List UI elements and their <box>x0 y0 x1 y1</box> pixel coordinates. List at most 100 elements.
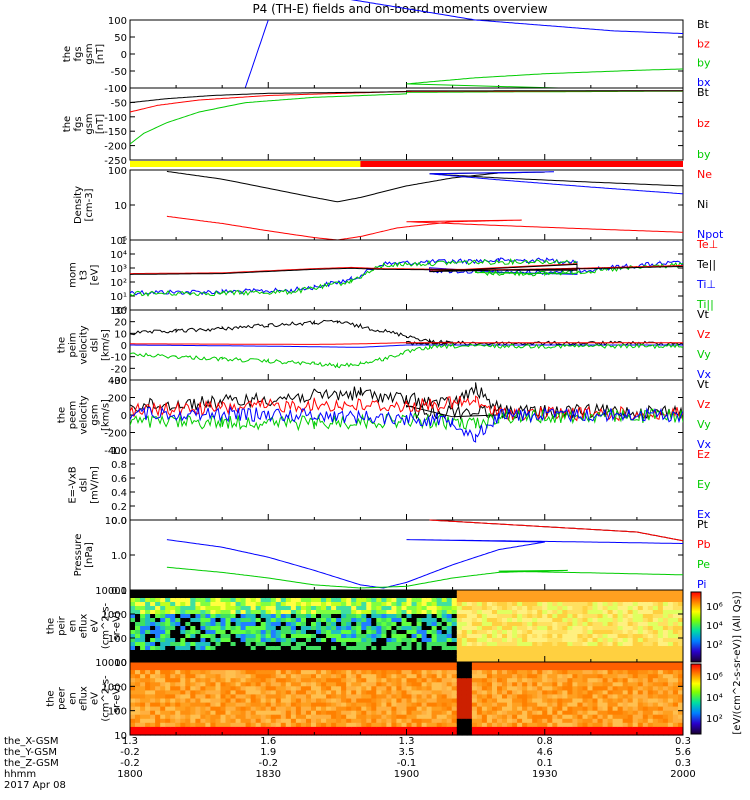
spectrogram-cell <box>567 626 573 631</box>
spectrogram-cell <box>391 606 397 611</box>
spectrogram-cell <box>657 602 664 607</box>
spectrogram-cell <box>527 694 533 700</box>
spectrogram-cell <box>597 662 604 667</box>
spectrogram-cell <box>155 594 161 599</box>
spectrogram-cell <box>481 638 488 643</box>
spectrogram-cell <box>492 610 498 615</box>
spectrogram-cell <box>522 654 528 659</box>
spectrogram-cell <box>175 678 181 683</box>
spectrogram-cell <box>461 682 468 687</box>
spectrogram-cell <box>662 658 669 663</box>
spectrogram-cell <box>652 598 659 603</box>
spectrogram-cell <box>300 602 307 607</box>
spectrogram-cell <box>577 706 583 712</box>
spectrogram-cell <box>170 642 176 647</box>
spectrogram-cell <box>652 690 659 696</box>
spectrogram-cell <box>517 678 523 683</box>
spectrogram-cell <box>667 722 674 728</box>
spectrogram-cell <box>240 610 247 615</box>
spectrogram-cell <box>240 722 247 728</box>
spectrogram-cell <box>155 682 161 687</box>
spectrogram-cell <box>376 706 382 712</box>
spectrogram-cell <box>376 618 382 623</box>
spectrogram-cell <box>481 662 488 667</box>
spectrogram-cell <box>492 650 498 655</box>
spectrogram-cell <box>607 706 614 712</box>
spectrogram-cell <box>401 638 408 643</box>
spectrogram-cell <box>416 622 423 627</box>
spectrogram-cell <box>351 678 357 683</box>
spectrogram-cell <box>275 710 282 716</box>
spectrogram-cell <box>547 606 553 611</box>
spectrogram-cell <box>652 726 659 732</box>
spectrogram-cell <box>285 590 292 595</box>
spectrogram-cell <box>602 718 609 724</box>
spectrogram-cell <box>421 594 428 599</box>
spectrogram-cell <box>537 694 543 700</box>
spectrogram-cell <box>466 718 473 724</box>
spectrogram-cell <box>361 658 367 663</box>
spectrogram-cell <box>195 650 201 655</box>
spectrogram-cell <box>577 686 583 691</box>
spectrogram-cell <box>225 682 232 687</box>
spectrogram-cell <box>240 718 247 724</box>
spectrogram-cell <box>220 710 227 716</box>
y-axis-label-line: sr-eV) <box>112 684 123 713</box>
spectrogram-cell <box>547 730 553 736</box>
spectrogram-cell <box>517 662 523 667</box>
spectrogram-cell <box>436 706 443 712</box>
spectrogram-cell <box>140 698 146 704</box>
spectrogram-cell <box>140 706 146 712</box>
spectrogram-cell <box>401 666 408 671</box>
spectrogram-cell <box>205 682 211 687</box>
spectrogram-cell <box>486 606 493 611</box>
spectrogram-cell <box>215 662 222 667</box>
spectrogram-cell <box>552 678 558 683</box>
spectrogram-cell <box>145 630 151 635</box>
spectrogram-cell <box>632 710 639 716</box>
spectrogram-cell <box>486 690 493 696</box>
colorbar-tick-label: 10² <box>706 640 723 651</box>
spectrogram-cell <box>311 726 317 732</box>
spectrogram-cell <box>502 706 508 712</box>
spectrogram-cell <box>175 682 181 687</box>
spectrogram-cell <box>381 658 387 663</box>
spectrogram-cell <box>486 702 493 708</box>
spectrogram-cell <box>165 618 171 623</box>
spectrogram-cell <box>577 634 583 639</box>
spectrogram-cell <box>150 598 156 603</box>
spectrogram-cell <box>567 726 573 732</box>
spectrogram-cell <box>250 702 257 708</box>
spectrogram-cell <box>311 618 317 623</box>
spectrogram-cell <box>547 706 553 712</box>
spectrogram-cell <box>175 726 181 732</box>
spectrogram-cell <box>170 698 176 704</box>
spectrogram-cell <box>265 646 272 651</box>
spectrogram-cell <box>210 674 216 679</box>
spectrogram-cell <box>421 658 428 663</box>
y-axis-label-line: the <box>46 618 57 634</box>
spectrogram-cell <box>497 702 503 708</box>
spectrogram-cell <box>140 654 146 659</box>
spectrogram-cell <box>351 674 357 679</box>
spectrogram-cell <box>517 658 523 663</box>
spectrogram-cell <box>145 674 151 679</box>
spectrogram-cell <box>270 626 277 631</box>
spectrogram-cell <box>662 638 669 643</box>
spectrogram-cell <box>622 690 629 696</box>
y-tick-label: 10000 <box>95 586 127 597</box>
spectrogram-cell <box>316 610 322 615</box>
spectrogram-cell <box>275 730 282 736</box>
y-tick-label: 10 <box>114 658 127 669</box>
spectrogram-cell <box>280 722 287 728</box>
spectrogram-cell <box>190 666 196 671</box>
spectrogram-cell <box>150 718 156 724</box>
spectrogram-cell <box>492 718 498 724</box>
spectrogram-cell <box>210 642 216 647</box>
spectrogram-cell <box>160 686 166 691</box>
spectrogram-cell <box>160 714 166 720</box>
spectrogram-cell <box>326 598 332 603</box>
spectrogram-cell <box>517 646 523 651</box>
spectrogram-cell <box>411 662 418 667</box>
spectrogram-cell <box>245 678 252 683</box>
